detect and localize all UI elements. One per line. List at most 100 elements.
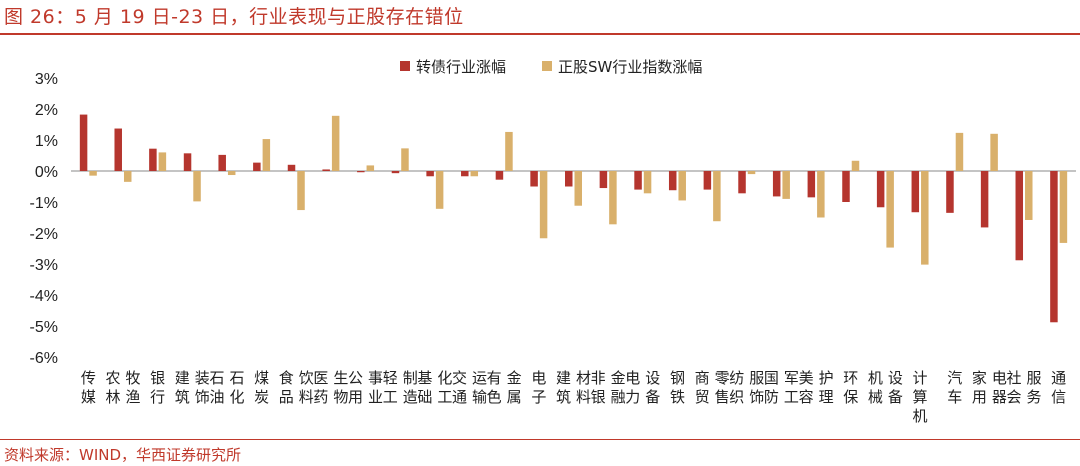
bar-series-2 [193, 171, 201, 202]
y-tick-label: -4% [30, 288, 58, 305]
bar-series-2 [678, 171, 686, 201]
y-tick-label: -6% [30, 350, 58, 367]
legend-swatch-series-2 [542, 61, 552, 71]
x-category-label: 交通运输 [452, 369, 487, 406]
bar-series-1 [357, 171, 365, 173]
x-category-label: 社会服务 [1007, 369, 1042, 406]
bar-series-1 [461, 171, 469, 177]
bar-series-1 [495, 171, 504, 180]
y-tick-label: 0% [35, 164, 58, 181]
x-category-label: 煤炭 [254, 369, 269, 406]
bar-series-1 [703, 171, 712, 190]
y-tick-label: -1% [30, 195, 58, 212]
bar-series-2 [158, 152, 167, 171]
x-category-label: 纺织服饰 [729, 369, 764, 406]
y-tick-label: -3% [30, 257, 58, 274]
bar-series-1 [599, 171, 608, 189]
x-category-label: 国防军工 [764, 369, 799, 406]
bar-series-2 [747, 171, 756, 175]
bar-series-1 [426, 171, 434, 177]
bar-series-2 [435, 171, 444, 209]
bar-series-1 [391, 171, 400, 174]
x-category-label: 计算机 [913, 369, 928, 425]
bar-series-2 [470, 171, 479, 177]
bar-chart: 转债行业涨幅 正股SW行业指数涨幅 3% 2% 1% 0% -1% -2% -3% -4% -5… [30, 58, 1076, 425]
bar-series-2 [921, 171, 929, 265]
x-category-label: 电力设备 [625, 369, 660, 406]
legend-label-series-1: 转债行业涨幅 [416, 58, 506, 76]
legend-label-series-2: 正股SW行业指数涨幅 [558, 58, 702, 76]
x-category-label: 银行 [150, 369, 165, 406]
bar-series-1 [183, 153, 192, 171]
bar-series-2 [886, 171, 894, 248]
bar-series-1 [79, 114, 88, 171]
bar-series-2 [297, 171, 305, 211]
bar-series-1 [565, 171, 573, 187]
bar-series-2 [505, 131, 513, 171]
bar-series-2 [262, 139, 271, 171]
bar-series-1 [322, 169, 330, 171]
bar-series-2 [89, 171, 97, 176]
bar-series-2 [366, 165, 375, 171]
bar-series-1 [1015, 171, 1024, 261]
bar-series-1 [253, 162, 261, 171]
bar-series-1 [772, 171, 781, 197]
x-category-label: 通信 [1051, 369, 1066, 406]
y-tick-label: -5% [30, 319, 58, 336]
x-axis-labels: 传媒农林牧渔银行建筑装饰石油石化煤炭食品饮料医药生物公用事业轻工制造基础化工交通… [81, 369, 1066, 425]
y-tick-label: 1% [35, 133, 58, 150]
bar-series-2 [609, 171, 617, 225]
bar-series-1 [1050, 171, 1058, 323]
legend-swatch-series-1 [400, 61, 410, 71]
x-category-label: 传媒 [81, 369, 96, 406]
legend: 转债行业涨幅 正股SW行业指数涨幅 [400, 58, 702, 76]
bar-series-1 [114, 128, 122, 171]
bar-series-2 [574, 171, 582, 206]
x-category-label: 食品饮料 [279, 369, 314, 406]
bar-series-2 [817, 171, 825, 218]
title-divider [0, 33, 1080, 35]
bar-series-2 [643, 171, 652, 194]
bar-series-1 [807, 171, 816, 198]
x-category-label: 环保 [843, 369, 858, 406]
bar-series-1 [530, 171, 538, 187]
x-category-label: 非银金融 [591, 369, 626, 406]
bar-series-1 [668, 171, 677, 191]
x-category-label: 钢铁 [670, 369, 685, 406]
bar-series-1 [911, 171, 920, 213]
x-category-label: 石油石化 [209, 369, 244, 406]
bar-series-2 [401, 148, 409, 171]
bar-series-1 [634, 171, 642, 190]
bar-series-1 [842, 171, 850, 202]
x-category-label: 轻工制造 [383, 369, 418, 406]
y-tick-label: 2% [35, 102, 58, 119]
bar-series-1 [218, 154, 226, 171]
bar-series-2 [713, 171, 721, 222]
bar-series-2 [123, 171, 132, 182]
bar-series-2 [1059, 171, 1068, 243]
x-category-label: 电子 [531, 369, 546, 406]
bar-series-1 [738, 171, 746, 194]
x-category-label: 汽车 [947, 369, 962, 406]
x-category-label: 建筑材料 [556, 369, 591, 406]
y-tick-label: -2% [30, 226, 58, 243]
bar-series-2 [539, 171, 548, 239]
x-category-label: 公用事业 [348, 369, 383, 406]
bar-series-2 [1025, 171, 1033, 220]
bar-series-2 [990, 133, 998, 171]
bar-series-2 [782, 171, 790, 199]
x-category-label: 医药生物 [313, 369, 348, 406]
bar-series-2 [331, 115, 340, 171]
x-category-label: 机械设备 [868, 369, 903, 406]
chart-title: 图 26：5 月 19 日-23 日，行业表现与正股存在错位 [4, 6, 464, 28]
bar-series-2 [851, 160, 860, 171]
x-category-label: 家用电器 [972, 369, 1007, 406]
bar-series-1 [149, 148, 157, 171]
x-category-label: 基础化工 [417, 369, 452, 406]
source-note: 资料来源：WIND，华西证券研究所 [4, 446, 242, 464]
x-category-label: 建筑装饰 [175, 369, 210, 406]
footer-divider [0, 439, 1080, 440]
bar-series-2 [955, 132, 964, 171]
bar-series-1 [876, 171, 885, 208]
bar-series-1 [287, 164, 296, 171]
